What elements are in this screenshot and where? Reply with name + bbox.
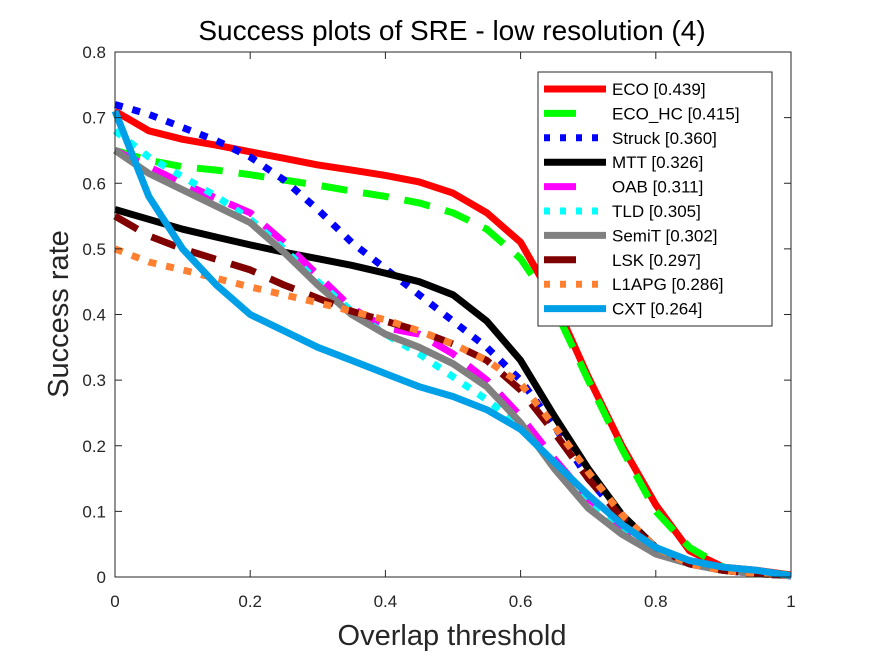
legend-label: ECO [0.439] — [612, 80, 706, 99]
y-tick-label: 0.6 — [82, 174, 106, 193]
y-axis-label: Success rate — [43, 230, 75, 398]
chart-title: Success plots of SRE - low resolution (4… — [198, 15, 705, 46]
legend-item: ECO [0.439] — [544, 80, 706, 99]
legend-label: LSK [0.297] — [612, 251, 701, 270]
y-tick-label: 0.8 — [82, 43, 106, 62]
y-tick-label: 0.7 — [82, 109, 106, 128]
x-tick-label: 0.4 — [374, 592, 398, 611]
legend-label: SemiT [0.302] — [612, 226, 718, 245]
series-line-eco-hc — [114, 147, 792, 579]
y-tick-label: 0.3 — [82, 371, 106, 390]
legend-item: TLD [0.305] — [544, 202, 701, 221]
legend-item: CXT [0.264] — [544, 300, 702, 319]
y-tick-label: 0 — [97, 568, 106, 587]
series-line-eco — [113, 108, 792, 579]
legend-label: OAB [0.311] — [612, 178, 703, 197]
x-tick-label: 0 — [110, 592, 119, 611]
y-tick-labels: 0 0.1 0.2 0.3 0.4 0.5 0.6 0.7 0.8 — [82, 43, 106, 587]
x-tick-label: 0.6 — [509, 592, 533, 611]
x-tick-labels: 0 0.2 0.4 0.6 0.8 1 — [110, 592, 795, 611]
legend-item: L1APG [0.286] — [544, 275, 724, 294]
x-axis-label: Overlap threshold — [338, 620, 567, 652]
legend-item: MTT [0.326] — [544, 153, 703, 172]
series-group — [111, 101, 792, 580]
y-tick-label: 0.2 — [82, 437, 106, 456]
legend-label: CXT [0.264] — [612, 300, 702, 319]
legend-item: SemiT [0.302] — [544, 226, 718, 245]
legend-item: LSK [0.297] — [544, 251, 701, 270]
legend-item: OAB [0.311] — [544, 178, 703, 197]
legend: ECO [0.439] ECO_HC [0.415] Struck [0.360] M… — [537, 71, 773, 327]
x-tick-label: 0.8 — [644, 592, 668, 611]
legend-item: Struck [0.360] — [544, 129, 717, 148]
x-tick-label: 1 — [786, 592, 795, 611]
series-line-tld — [112, 128, 792, 580]
series-line-oab — [113, 147, 792, 580]
y-tick-label: 0.5 — [82, 240, 106, 259]
legend-item: ECO_HC [0.415] — [544, 104, 740, 123]
legend-label: MTT [0.326] — [612, 153, 703, 172]
x-tick-label: 0.2 — [238, 592, 262, 611]
legend-label: TLD [0.305] — [612, 202, 701, 221]
legend-label: Struck [0.360] — [612, 129, 717, 148]
ticks-group — [114, 51, 792, 578]
series-line-cxt — [111, 109, 792, 580]
y-tick-label: 0.4 — [82, 306, 106, 325]
legend-label: ECO_HC [0.415] — [612, 104, 740, 123]
y-tick-label: 0.1 — [82, 502, 106, 521]
legend-items: ECO [0.439] ECO_HC [0.415] Struck [0.360] M… — [544, 80, 740, 319]
legend-label: L1APG [0.286] — [612, 275, 724, 294]
